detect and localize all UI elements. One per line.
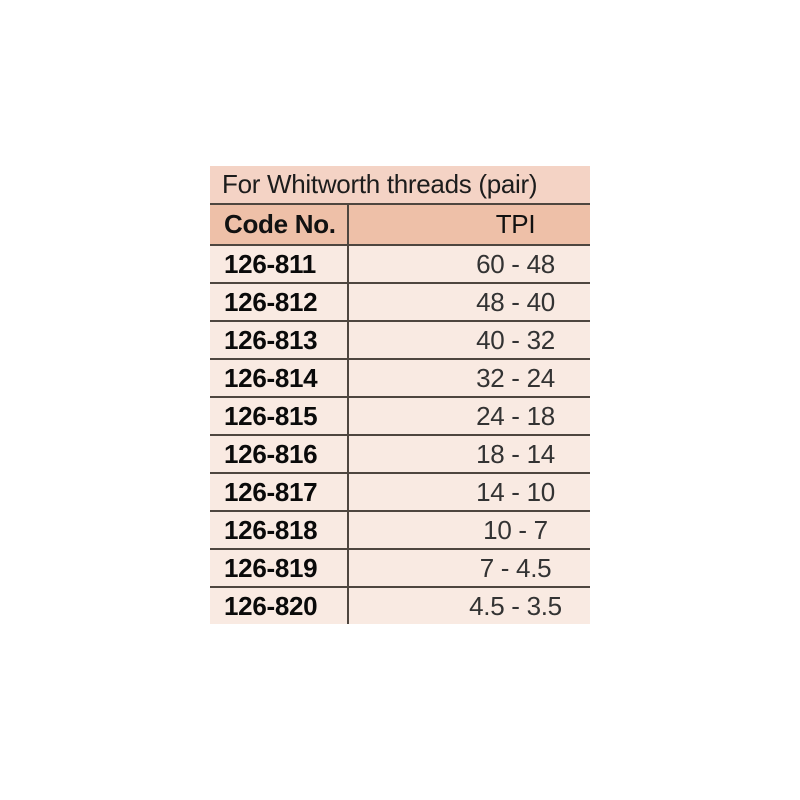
table-row: 126-820 4.5 - 3.5 [210, 588, 590, 624]
code-no-cell: 126-820 [224, 590, 318, 621]
code-no-cell: 126-812 [224, 286, 318, 317]
column-header-tpi: TPI [347, 205, 590, 244]
table-row: 126-814 32 - 24 [210, 360, 590, 398]
table-row: 126-819 7 - 4.5 [210, 550, 590, 588]
tpi-cell: 10 - 7 [347, 512, 590, 548]
table-row: 126-816 18 - 14 [210, 436, 590, 474]
table-row: 126-815 24 - 18 [210, 398, 590, 436]
column-header-code-no: Code No. [224, 209, 336, 239]
tpi-cell: 18 - 14 [347, 436, 590, 472]
table-row: 126-812 48 - 40 [210, 284, 590, 322]
code-no-cell: 126-818 [224, 514, 318, 545]
table-row: 126-813 40 - 32 [210, 322, 590, 360]
whitworth-tpi-table: For Whitworth threads (pair) Code No. TP… [210, 166, 590, 624]
code-no-cell: 126-813 [224, 324, 318, 355]
table-header-row: Code No. TPI [210, 205, 590, 246]
code-no-cell: 126-819 [224, 552, 318, 583]
table-row: 126-811 60 - 48 [210, 246, 590, 284]
code-no-cell: 126-817 [224, 476, 318, 507]
tpi-cell: 60 - 48 [347, 246, 590, 282]
tpi-cell: 48 - 40 [347, 284, 590, 320]
code-no-cell: 126-811 [224, 248, 316, 279]
table-row: 126-817 14 - 10 [210, 474, 590, 512]
code-no-cell: 126-815 [224, 400, 318, 431]
table-row: 126-818 10 - 7 [210, 512, 590, 550]
tpi-cell: 40 - 32 [347, 322, 590, 358]
tpi-cell: 24 - 18 [347, 398, 590, 434]
tpi-cell: 4.5 - 3.5 [347, 588, 590, 624]
table-body: 126-811 60 - 48 126-812 48 - 40 126-813 … [210, 246, 590, 624]
table-title: For Whitworth threads (pair) [210, 166, 590, 205]
code-no-cell: 126-814 [224, 362, 318, 393]
tpi-cell: 14 - 10 [347, 474, 590, 510]
tpi-cell: 32 - 24 [347, 360, 590, 396]
tpi-cell: 7 - 4.5 [347, 550, 590, 586]
code-no-cell: 126-816 [224, 438, 318, 469]
